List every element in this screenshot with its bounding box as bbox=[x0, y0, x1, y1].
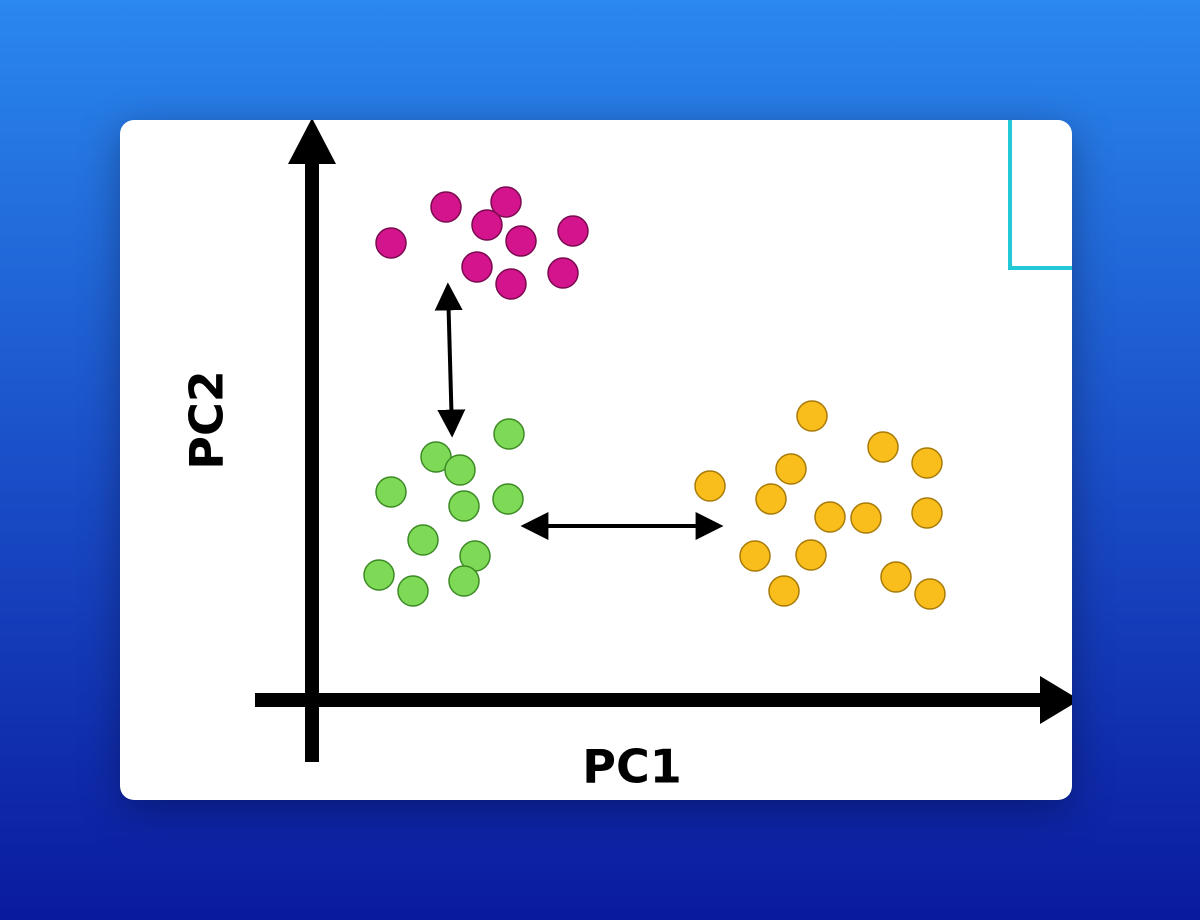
x-axis-label: PC1 bbox=[582, 740, 681, 794]
x-axis-arrow bbox=[1040, 676, 1072, 724]
cluster-dot bbox=[505, 225, 537, 257]
image-card: PC1 PC2 bbox=[120, 120, 1072, 800]
cluster-dot bbox=[795, 539, 827, 571]
cluster-dot bbox=[461, 251, 493, 283]
cluster-dot bbox=[755, 483, 787, 515]
cluster-dot bbox=[444, 454, 476, 486]
cluster-dot bbox=[448, 565, 480, 597]
cluster-dot bbox=[407, 524, 439, 556]
cluster-dot bbox=[911, 497, 943, 529]
clusters bbox=[363, 186, 946, 610]
pca-diagram: PC1 PC2 bbox=[180, 120, 1072, 794]
cluster-dot bbox=[420, 441, 452, 473]
cluster-dot bbox=[493, 418, 525, 450]
cluster-dot bbox=[867, 431, 899, 463]
cyan-box bbox=[1008, 120, 1072, 270]
cluster-dot bbox=[430, 191, 462, 223]
cluster-dot bbox=[495, 268, 527, 300]
cluster-dot bbox=[363, 559, 395, 591]
cluster-dot bbox=[375, 476, 407, 508]
y-axis-label: PC2 bbox=[180, 370, 234, 469]
cluster-dot bbox=[796, 400, 828, 432]
vertical-distance-arrow bbox=[434, 282, 466, 438]
cluster-dot bbox=[694, 470, 726, 502]
cluster-dot bbox=[768, 575, 800, 607]
cluster-dot bbox=[739, 540, 771, 572]
cluster-dot bbox=[448, 490, 480, 522]
cluster-dot bbox=[880, 561, 912, 593]
cluster-dot bbox=[471, 209, 503, 241]
cluster-dot bbox=[775, 453, 807, 485]
cluster-dot bbox=[557, 215, 589, 247]
cluster-dot bbox=[814, 501, 846, 533]
cluster-dot bbox=[914, 578, 946, 610]
cluster-dot bbox=[911, 447, 943, 479]
cluster-dot bbox=[850, 502, 882, 534]
cluster-dot bbox=[397, 575, 429, 607]
cluster-dot bbox=[547, 257, 579, 289]
cluster-dot bbox=[490, 186, 522, 218]
y-axis-arrow bbox=[288, 120, 336, 164]
cluster-dot bbox=[375, 227, 407, 259]
cluster-dot bbox=[492, 483, 524, 515]
